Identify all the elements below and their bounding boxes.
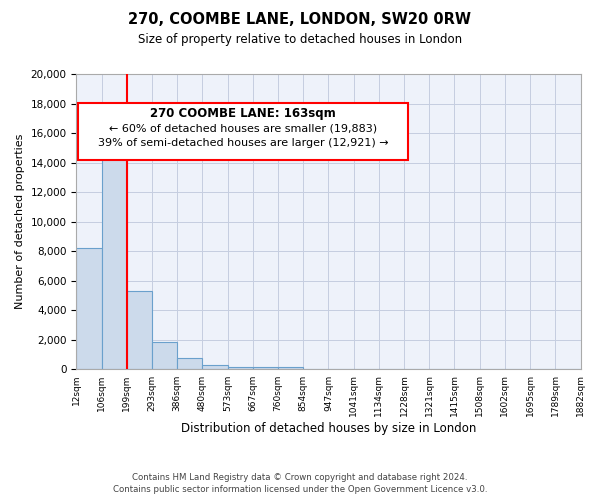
Text: 270 COOMBE LANE: 163sqm: 270 COOMBE LANE: 163sqm xyxy=(150,108,336,120)
Bar xyxy=(278,367,303,370)
Text: Contains HM Land Registry data © Crown copyright and database right 2024.: Contains HM Land Registry data © Crown c… xyxy=(132,472,468,482)
Bar xyxy=(152,342,177,369)
Text: 39% of semi-detached houses are larger (12,921) →: 39% of semi-detached houses are larger (… xyxy=(98,138,388,148)
Text: Contains public sector information licensed under the Open Government Licence v3: Contains public sector information licen… xyxy=(113,485,487,494)
Bar xyxy=(253,367,278,370)
Bar xyxy=(76,248,101,370)
Text: Size of property relative to detached houses in London: Size of property relative to detached ho… xyxy=(138,32,462,46)
Bar xyxy=(202,365,227,370)
Y-axis label: Number of detached properties: Number of detached properties xyxy=(15,134,25,310)
Bar xyxy=(177,358,202,370)
Bar xyxy=(127,291,152,370)
Bar xyxy=(101,124,127,370)
X-axis label: Distribution of detached houses by size in London: Distribution of detached houses by size … xyxy=(181,422,476,435)
Bar xyxy=(227,366,253,370)
Text: ← 60% of detached houses are smaller (19,883): ← 60% of detached houses are smaller (19… xyxy=(109,124,377,134)
Text: 270, COOMBE LANE, LONDON, SW20 0RW: 270, COOMBE LANE, LONDON, SW20 0RW xyxy=(128,12,472,28)
